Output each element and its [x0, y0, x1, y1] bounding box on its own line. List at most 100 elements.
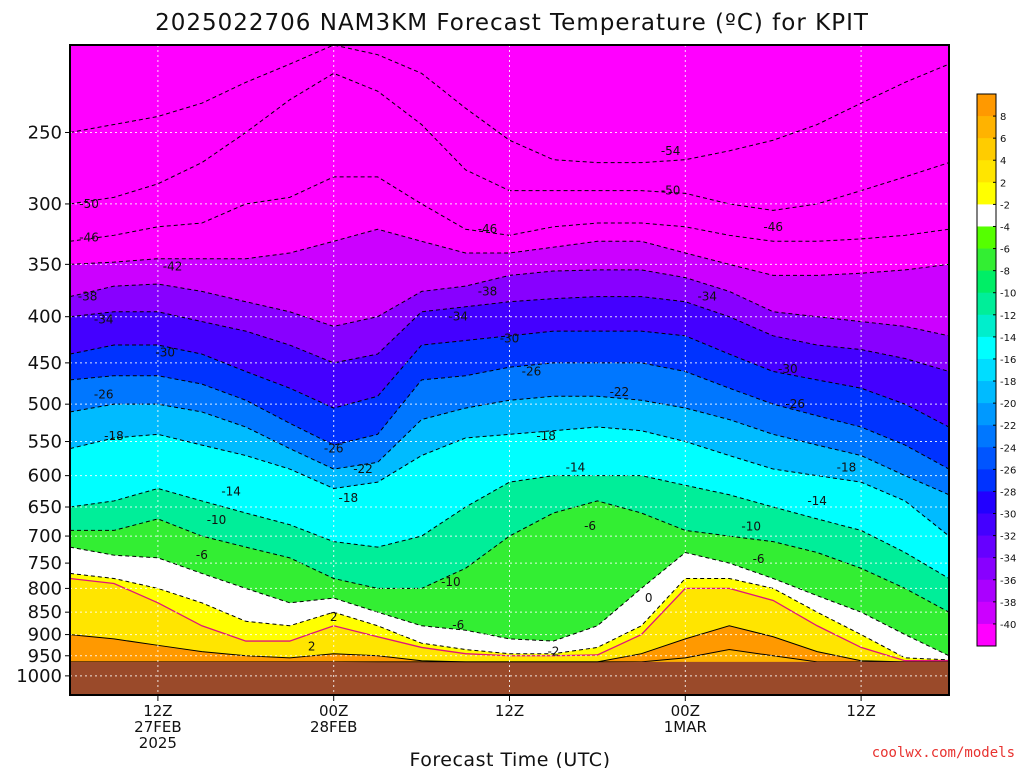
contour-label: -18 [104, 429, 124, 443]
colorbar-label: -2 [1000, 200, 1010, 211]
ground-terrain [70, 661, 949, 695]
colorbar-swatch [977, 116, 996, 139]
isotherm-contour [70, 426, 949, 537]
colorbar-swatch [977, 138, 996, 161]
credit-text[interactable]: coolwx.com/models [872, 745, 1015, 761]
y-tick-label: 500 [28, 394, 62, 415]
contour-label: -6 [452, 618, 464, 632]
colorbar-swatch [977, 425, 996, 448]
contour-label: -26 [522, 364, 542, 378]
contour-label: -30 [500, 332, 520, 346]
contour-label: -18 [536, 429, 556, 443]
y-tick-label: 550 [28, 432, 62, 453]
colorbar-label: -34 [1000, 554, 1016, 565]
contour-label: -50 [79, 197, 99, 211]
x-tick-label: 12Z [143, 702, 172, 720]
x-tick-label: 27FEB [134, 718, 181, 736]
contour-label: -50 [661, 184, 681, 198]
colorbar-swatch [977, 535, 996, 559]
colorbar-label: -18 [1000, 377, 1016, 388]
y-axis: 2503003504004505005506006507007508008509… [16, 122, 70, 687]
contour-label: -22 [610, 385, 630, 399]
x-tick-label: 2025 [139, 734, 177, 752]
contour-label: -38 [478, 284, 498, 298]
colorbar-swatch [977, 204, 996, 227]
isotherm-contour [70, 475, 949, 579]
x-tick-label: 00Z [319, 702, 348, 720]
colorbar-label: -6 [1000, 245, 1010, 256]
contour-label: 0 [645, 591, 653, 605]
contour-label: -26 [324, 442, 344, 456]
contour-label: -46 [763, 220, 783, 234]
isotherm-contour [70, 546, 949, 657]
colorbar-swatch [977, 403, 996, 426]
colorbar-swatch [977, 292, 996, 316]
y-tick-label: 400 [28, 307, 62, 328]
contour-label: -18 [837, 461, 857, 475]
contour-label: -30 [778, 362, 798, 376]
y-tick-label: 700 [28, 526, 62, 547]
contour-label: -22 [353, 462, 373, 476]
colorbar-label: -24 [1000, 443, 1016, 454]
plot-clip-group: -50-46-42-38-34-30-26-18-14-10-6-26-22-1… [70, 45, 949, 695]
contour-label: -54 [661, 144, 681, 158]
y-tick-label: 850 [28, 602, 62, 623]
contour-label: -34 [94, 313, 114, 327]
contour-label: -46 [478, 222, 498, 236]
colorbar-swatch [977, 469, 996, 492]
colorbar-label: 2 [1000, 178, 1006, 189]
x-axis-title: Forecast Time (UTC) [410, 749, 611, 768]
colorbar-swatch [977, 447, 996, 470]
colorbar-swatch [977, 557, 996, 581]
colorbar-swatch [977, 381, 996, 404]
y-tick-label: 600 [28, 466, 62, 487]
y-tick-label: 950 [28, 646, 62, 667]
colorbar-label: -38 [1000, 598, 1016, 609]
isotherm-contour [70, 362, 949, 470]
x-tick-label: 1MAR [664, 718, 707, 736]
contour-label: -46 [79, 231, 99, 245]
colorbar-label: -10 [1000, 289, 1016, 300]
contour-label: -14 [566, 461, 586, 475]
x-tick-label: 28FEB [310, 718, 357, 736]
colorbar-swatch [977, 182, 996, 205]
colorbar-swatch [977, 513, 996, 536]
contour-label: -10 [441, 575, 461, 589]
colorbar-swatch [977, 601, 996, 625]
contour-label: -6 [196, 548, 208, 562]
colorbar-swatch [977, 226, 996, 249]
colorbar-swatch [977, 336, 996, 360]
colorbar-frame [976, 93, 997, 647]
y-tick-label: 750 [28, 553, 62, 574]
colorbar-swatch [977, 314, 996, 338]
contour-label: 2 [308, 640, 316, 654]
colorbar-label: -28 [1000, 487, 1016, 498]
y-tick-label: 1000 [16, 666, 62, 687]
y-tick-label: 800 [28, 578, 62, 599]
contour-label: 2 [330, 610, 338, 624]
y-tick-label: 900 [28, 625, 62, 646]
contour-label: -14 [807, 494, 827, 508]
colorbar-label: -32 [1000, 532, 1016, 543]
contour-label: -30 [155, 345, 175, 359]
colorbar-label: -40 [1000, 620, 1016, 631]
contour-label: -6 [753, 552, 765, 566]
colorbar-swatch [977, 270, 996, 294]
contour-label: -14 [221, 485, 241, 499]
y-tick-label: 300 [28, 194, 62, 215]
colorbar-swatch [977, 623, 996, 647]
isotherm-contour [70, 228, 949, 276]
plot-area: -50-46-42-38-34-30-26-18-14-10-6-26-22-1… [69, 44, 950, 696]
colorbar-label: -22 [1000, 421, 1016, 432]
contour-label: -18 [339, 491, 359, 505]
contour-label: -34 [697, 290, 717, 304]
y-tick-label: 450 [28, 353, 62, 374]
y-tick-label: 250 [28, 122, 62, 143]
contour-label: -6 [584, 519, 596, 533]
colorbar-swatch [977, 579, 996, 603]
colorbar-label: -26 [1000, 465, 1016, 476]
colorbar-label: -36 [1000, 576, 1016, 587]
